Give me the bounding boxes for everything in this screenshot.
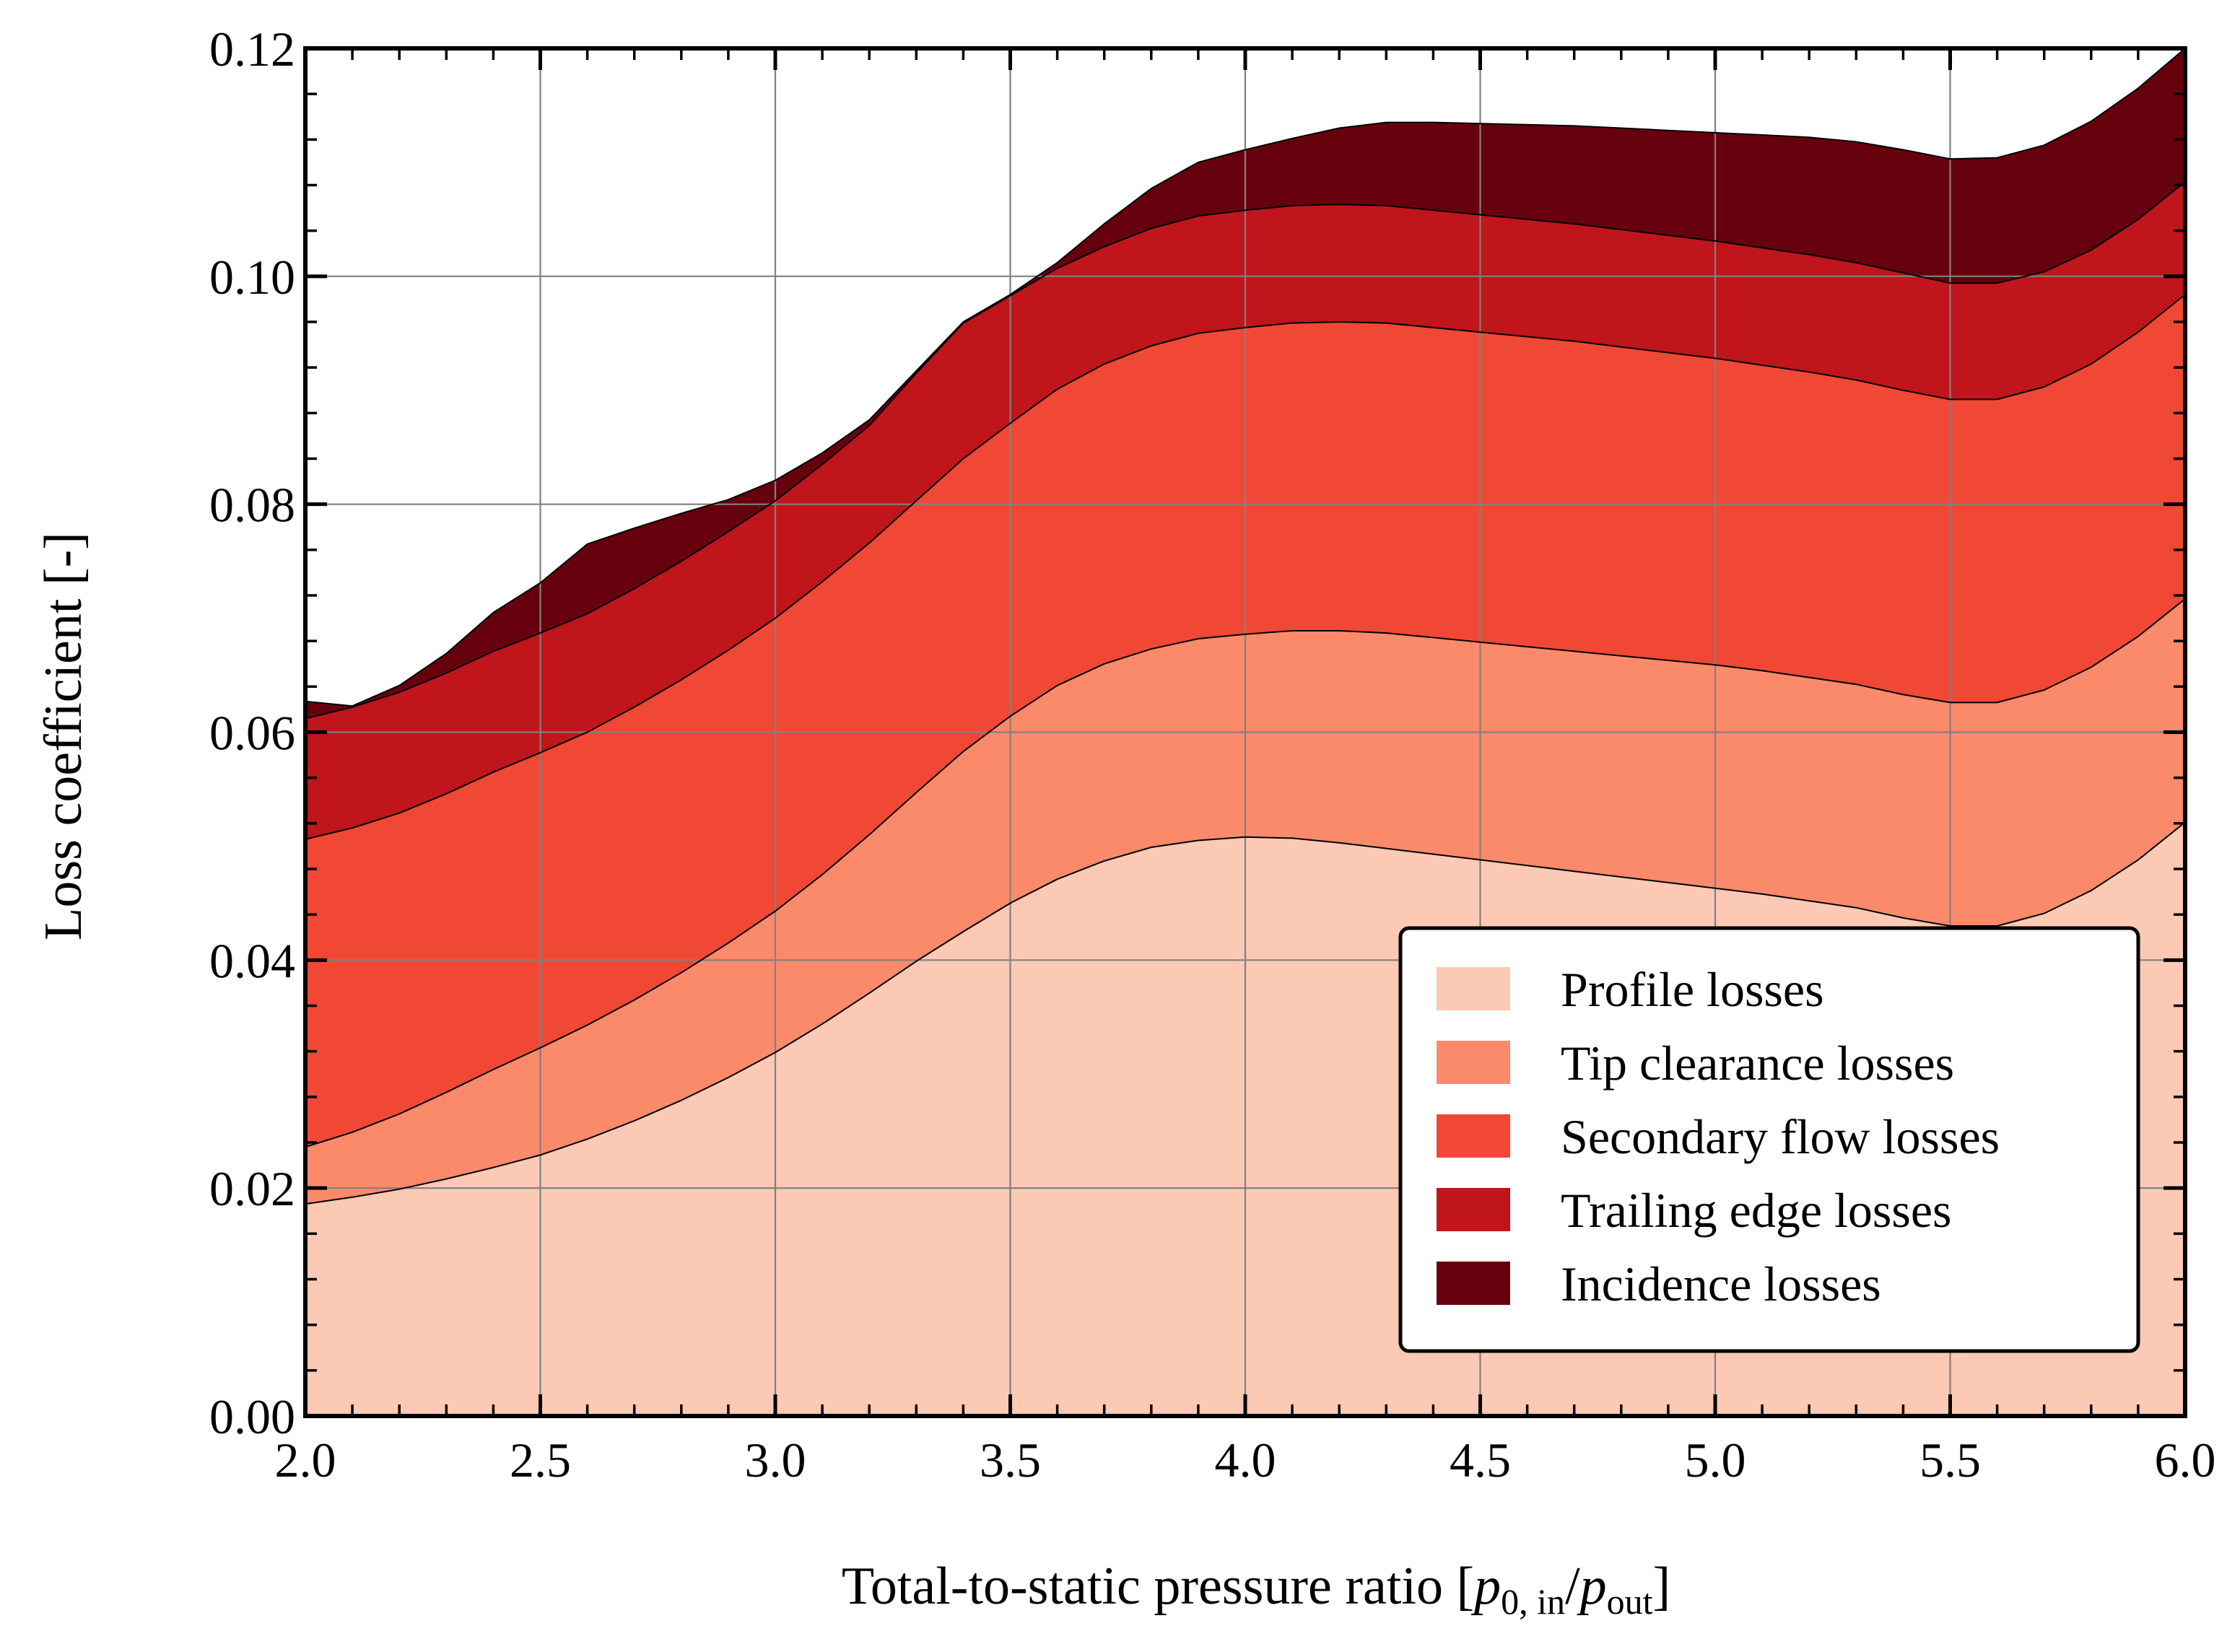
x-tick-label: 3.5	[980, 1433, 1041, 1487]
x-axis-title: Total-to-static pressure ratio [p0, in/p…	[842, 1557, 1670, 1622]
y-tick-label: 0.06	[209, 706, 295, 761]
y-tick-label: 0.02	[209, 1161, 295, 1216]
x-tick-labels: 2.0 2.5 3.0 3.5 4.0 4.5 5.0 5.5 6.0	[275, 1433, 2216, 1487]
legend-swatch	[1437, 967, 1510, 1010]
x-tick-label: 5.5	[1919, 1433, 1981, 1487]
y-tick-labels: 0.00 0.02 0.04 0.06 0.08 0.10 0.12	[209, 22, 295, 1444]
x-tick-label: 3.0	[745, 1433, 806, 1487]
legend-label: Profile losses	[1561, 962, 1824, 1017]
legend-swatch	[1437, 1262, 1510, 1305]
legend-label: Tip clearance losses	[1561, 1036, 1954, 1091]
y-tick-label: 0.08	[209, 478, 295, 533]
legend: Profile losses Tip clearance losses Second…	[1400, 928, 2138, 1351]
y-tick-label: 0.12	[209, 22, 295, 77]
y-axis-title: Loss coefficient [-]	[34, 532, 93, 940]
x-tick-label: 4.0	[1215, 1433, 1276, 1487]
legend-swatch	[1437, 1114, 1510, 1158]
x-tick-label: 5.0	[1685, 1433, 1746, 1487]
legend-swatch	[1437, 1041, 1510, 1084]
legend-swatch	[1437, 1188, 1510, 1231]
x-tick-label: 2.5	[510, 1433, 571, 1487]
y-tick-label: 0.00	[209, 1389, 295, 1444]
x-tick-label: 4.5	[1450, 1433, 1511, 1487]
y-tick-label: 0.10	[209, 250, 295, 305]
legend-label: Trailing edge losses	[1561, 1183, 1951, 1238]
legend-label: Secondary flow losses	[1561, 1109, 2000, 1164]
legend-label: Incidence losses	[1561, 1257, 1881, 1311]
y-tick-label: 0.04	[209, 933, 295, 988]
x-tick-label: 6.0	[2155, 1433, 2216, 1487]
